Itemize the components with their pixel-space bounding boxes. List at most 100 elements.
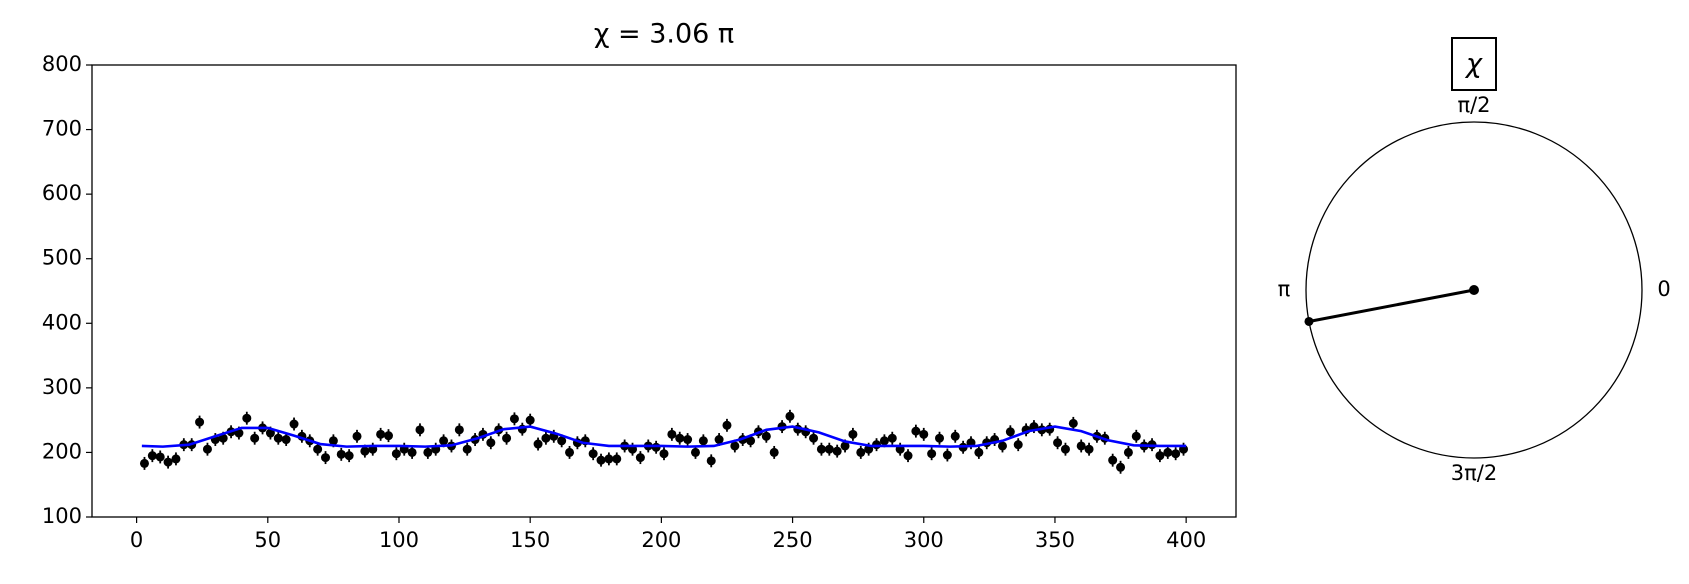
data-point [415, 425, 425, 435]
data-point [1131, 431, 1141, 441]
data-point [1155, 451, 1165, 461]
data-point [273, 433, 283, 443]
data-point [218, 433, 228, 443]
data-point [265, 428, 275, 438]
data-point [911, 426, 921, 436]
data-point [927, 449, 937, 459]
chart-title: χ = 3.06 π [594, 19, 734, 50]
data-point [155, 452, 165, 462]
data-point [1060, 444, 1070, 454]
data-point [974, 447, 984, 457]
dial-tip [1304, 316, 1314, 326]
x-tick-label: 200 [641, 528, 681, 552]
data-point [769, 447, 779, 457]
data-point [163, 457, 173, 467]
data-point [313, 444, 323, 454]
data-point [328, 436, 338, 446]
data-point [509, 414, 519, 424]
data-point [785, 411, 795, 421]
data-point [840, 441, 850, 451]
y-tick-label: 400 [42, 310, 82, 334]
data-point [407, 447, 417, 457]
y-tick-label: 100 [42, 504, 82, 528]
data-point [887, 433, 897, 443]
data-point [502, 433, 512, 443]
dial-title: χ [1464, 49, 1483, 80]
y-tick-label: 700 [42, 117, 82, 141]
data-point [683, 435, 693, 445]
data-point [935, 433, 945, 443]
dial-title-box [1451, 37, 1497, 91]
dial-tick-label: 3π/2 [1451, 461, 1497, 485]
y-tick-label: 600 [42, 181, 82, 205]
y-tick-label: 200 [42, 439, 82, 463]
data-point [242, 413, 252, 423]
data-point [439, 436, 449, 446]
plot-frame [91, 64, 1237, 518]
y-tick-label: 800 [42, 52, 82, 76]
data-point [706, 456, 716, 466]
data-point [1076, 441, 1086, 451]
data-point [942, 450, 952, 460]
data-point [454, 425, 464, 435]
data-point [722, 420, 732, 430]
data-point [376, 429, 386, 439]
data-point [336, 449, 346, 459]
data-point [321, 453, 331, 463]
data-point [565, 447, 575, 457]
data-point [202, 444, 212, 454]
dial-center [1469, 285, 1479, 295]
data-point [541, 433, 551, 443]
data-point [856, 447, 866, 457]
data-point [147, 451, 157, 461]
data-point [525, 415, 535, 425]
x-tick-label: 150 [510, 528, 550, 552]
data-point [604, 454, 614, 464]
data-point [659, 449, 669, 459]
data-point [139, 458, 149, 468]
data-point [1005, 427, 1015, 437]
data-point [195, 417, 205, 427]
data-point [1068, 418, 1078, 428]
data-point [698, 436, 708, 446]
x-tick-label: 0 [130, 528, 143, 552]
data-point [612, 454, 622, 464]
data-point [171, 454, 181, 464]
data-point [950, 431, 960, 441]
data-point [250, 433, 260, 443]
dial-tick-label: 0 [1657, 277, 1670, 301]
data-point [391, 449, 401, 459]
data-point [635, 453, 645, 463]
dial-circle [1305, 121, 1643, 459]
data-point [667, 429, 677, 439]
x-tick-label: 100 [379, 528, 419, 552]
data-point [289, 419, 299, 429]
data-point [903, 451, 913, 461]
x-tick-label: 350 [1035, 528, 1075, 552]
data-point [281, 435, 291, 445]
data-point [714, 435, 724, 445]
data-point [588, 449, 598, 459]
x-tick-label: 50 [254, 528, 281, 552]
data-point [1163, 447, 1173, 457]
x-tick-label: 300 [904, 528, 944, 552]
data-point [832, 446, 842, 456]
data-point [423, 447, 433, 457]
x-tick-label: 250 [773, 528, 813, 552]
data-point [533, 439, 543, 449]
data-point [848, 429, 858, 439]
data-point [997, 441, 1007, 451]
data-point [675, 433, 685, 443]
data-point [816, 444, 826, 454]
y-tick-label: 300 [42, 375, 82, 399]
dial-tick-label: π [1278, 277, 1291, 301]
data-point [730, 441, 740, 451]
data-point [809, 433, 819, 443]
dial-needle [1308, 288, 1475, 323]
data-point [557, 436, 567, 446]
data-point [919, 429, 929, 439]
data-point [344, 451, 354, 461]
data-point [1123, 447, 1133, 457]
data-point [486, 438, 496, 448]
